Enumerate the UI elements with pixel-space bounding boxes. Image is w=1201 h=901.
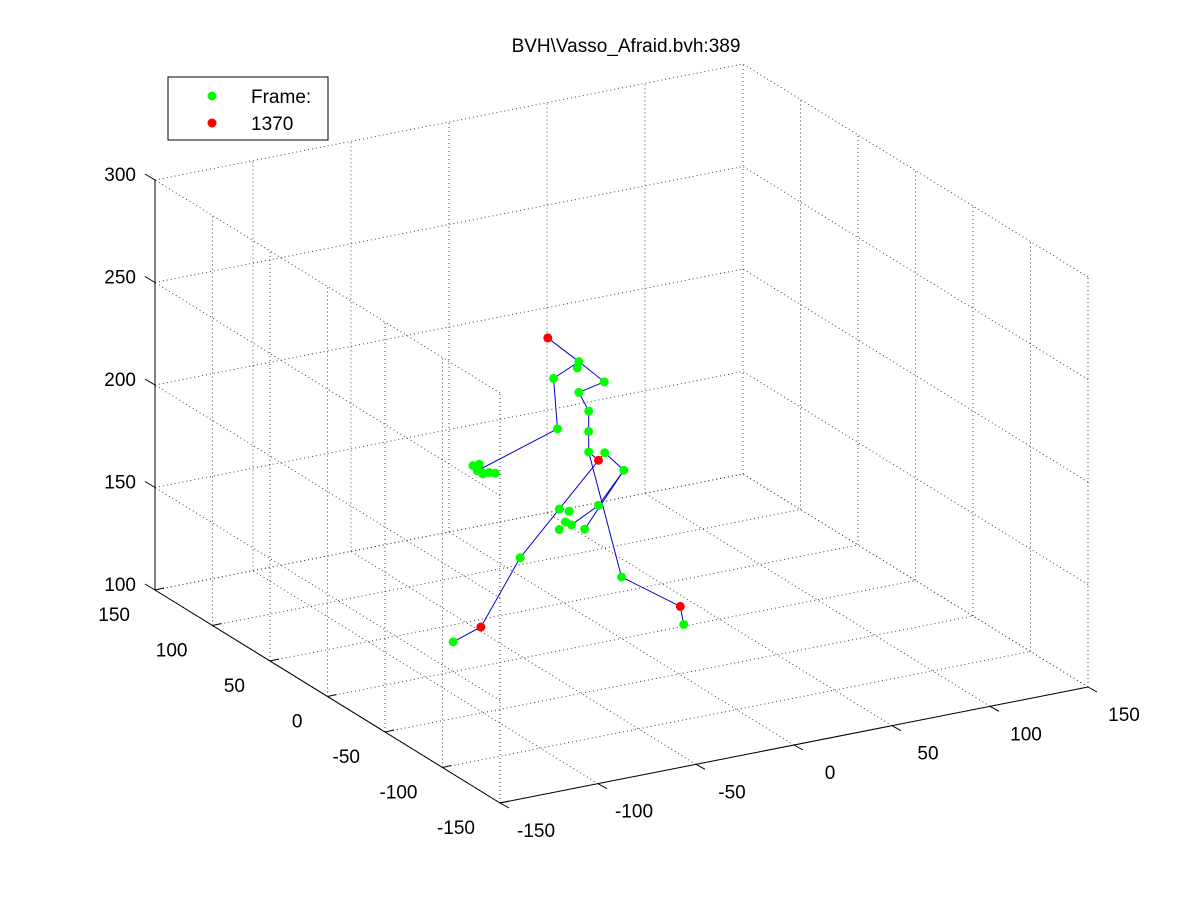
skeleton-bone — [553, 378, 558, 429]
skeleton-bone — [584, 469, 625, 530]
y-tick-mark — [384, 729, 395, 733]
x-tick-mark — [793, 744, 804, 751]
y-tick-mark — [327, 694, 337, 697]
x-tick-label: -50 — [718, 782, 745, 803]
joint-point — [549, 373, 559, 383]
joint-point — [566, 520, 576, 530]
joint-point — [584, 447, 594, 457]
end-effector-point — [675, 601, 685, 611]
y-tick-label: 150 — [98, 605, 130, 626]
x-tick-mark — [499, 802, 510, 809]
skeleton-bone — [477, 428, 558, 472]
x-tick-mark — [597, 783, 608, 790]
end-effector-point — [543, 333, 553, 343]
end-effector-point — [594, 455, 603, 465]
y-tick-mark — [212, 623, 222, 626]
data-points — [448, 333, 689, 647]
legend-marker-1370 — [207, 118, 217, 128]
skeleton-bone — [547, 337, 580, 363]
grid-lines — [154, 63, 1089, 804]
x-tick-label: -100 — [615, 802, 653, 823]
y-tick-label: -100 — [379, 783, 417, 804]
x-tick-label: 0 — [825, 763, 836, 784]
joint-point — [572, 363, 582, 373]
x-tick-mark — [695, 763, 706, 770]
joint-point — [619, 465, 629, 475]
y-tick-mark — [499, 800, 510, 804]
z-tick-label: 250 — [104, 268, 136, 289]
skeleton-bone — [480, 557, 521, 628]
z-tick-label: 200 — [104, 370, 136, 391]
joint-point — [617, 572, 626, 582]
y-tick-label: 50 — [224, 676, 245, 697]
end-effector-point — [476, 622, 486, 632]
y-tick-label: -50 — [333, 747, 360, 768]
z-tick-mark — [144, 276, 156, 283]
y-tick-mark — [269, 658, 280, 662]
legend-box — [167, 76, 329, 141]
legend-label-1370: 1370 — [251, 114, 293, 135]
z-tick-mark — [144, 583, 156, 591]
joint-point — [478, 469, 488, 479]
joint-point — [448, 637, 458, 647]
z-tick-mark — [144, 173, 156, 181]
joint-point — [584, 406, 594, 416]
x-tick-label: 150 — [1108, 705, 1140, 726]
skeleton-bone — [571, 504, 599, 526]
legend-marker-frame — [207, 91, 217, 101]
legend: Frame: 1370 — [167, 76, 329, 141]
joint-point — [554, 504, 564, 514]
joint-point — [515, 553, 525, 563]
x-tick-label: 50 — [917, 744, 938, 765]
joint-point — [594, 500, 603, 510]
x-tick-label: 100 — [1010, 724, 1042, 745]
z-tick-label: 100 — [104, 575, 136, 596]
y-tick-mark — [154, 587, 165, 591]
chart-title: BVH\Vasso_Afraid.bvh:389 — [512, 36, 741, 57]
z-tick-label: 150 — [104, 473, 136, 494]
joint-point — [599, 377, 609, 387]
skeleton-bone — [578, 381, 605, 393]
y-tick-label: -150 — [437, 818, 475, 839]
joint-point — [554, 525, 564, 535]
skeleton-bone — [621, 576, 681, 607]
skeleton-bone — [452, 626, 482, 643]
joint-point — [490, 468, 500, 478]
joint-point — [574, 387, 584, 397]
joint-point — [564, 506, 574, 516]
joint-point — [580, 524, 590, 534]
skeleton-bone — [588, 451, 622, 578]
z-tick-mark — [144, 378, 156, 386]
joint-point — [584, 426, 594, 436]
joint-point — [679, 619, 689, 629]
y-tick-label: 0 — [292, 712, 303, 733]
x-tick-mark — [1087, 686, 1098, 693]
z-tick-label: 300 — [104, 165, 136, 186]
y-tick-label: 100 — [156, 641, 188, 662]
x-tick-mark — [989, 705, 1000, 712]
x-tick-label: -150 — [517, 821, 555, 842]
x-tick-mark — [891, 725, 902, 732]
skeleton-bone — [578, 361, 605, 383]
y-tick-mark — [442, 765, 452, 768]
joint-point — [552, 424, 562, 434]
legend-label-frame: Frame: — [251, 87, 311, 108]
joint-point — [600, 448, 610, 458]
tick-labels: -150 -100 -50 0 50 100 150 -150 -100 -50 0 50 100 150… — [98, 165, 1140, 842]
z-tick-mark — [144, 481, 156, 488]
